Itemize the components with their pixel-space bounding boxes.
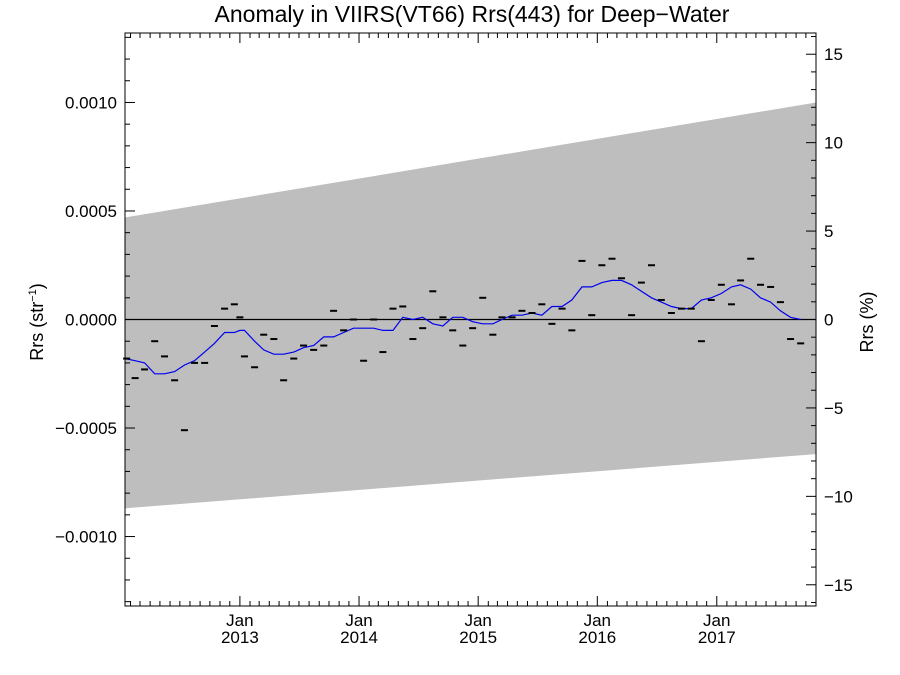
- uncertainty-band-layer: [125, 102, 816, 509]
- x-tick-label-year: 2015: [459, 628, 497, 647]
- x-tick-label-month: Jan: [703, 611, 730, 630]
- axis-tick-labels: 0.0010 0.0005 0.0000 −0.0005 −0.0010 15 10 5 0 −5…: [55, 45, 853, 647]
- x-tick-label-year: 2013: [221, 628, 259, 647]
- y-tick-label: 0.0005: [65, 202, 117, 221]
- plot-area: 0.0010 0.0005 0.0000 −0.0005 −0.0010 15 10 5 0 −5…: [55, 32, 853, 647]
- y-axis-title-left: Rrs (str−1): [27, 283, 47, 361]
- x-tick-label-month: Jan: [584, 611, 611, 630]
- x-tick-label-year: 2016: [578, 628, 616, 647]
- y2-tick-label: 5: [824, 222, 833, 241]
- monthly-anomaly-layer: [123, 257, 805, 432]
- y-axis-title-main: Rrs (str: [27, 302, 47, 361]
- y2-tick-label: 15: [824, 45, 843, 64]
- chart-title: Anomaly in VIIRS(VT66) Rrs(443) for Deep…: [215, 1, 730, 27]
- y-tick-label: −0.0010: [55, 528, 117, 547]
- y2-tick-label: −10: [824, 487, 853, 506]
- y2-tick-label: 10: [824, 134, 843, 153]
- running-mean-layer: [124, 279, 801, 375]
- y-tick-label: 0.0000: [65, 311, 117, 330]
- y-tick-label: −0.0005: [55, 419, 117, 438]
- x-tick-label-month: Jan: [345, 611, 372, 630]
- axis-ticks: [125, 33, 817, 606]
- y-axis-title-right: Rrs (%): [857, 292, 877, 353]
- y2-tick-label: −5: [824, 399, 843, 418]
- running-mean-line: [124, 279, 801, 375]
- y-axis-title-superscript: −1: [27, 289, 39, 302]
- y-axis-title-close: ): [27, 283, 47, 289]
- x-tick-label-month: Jan: [464, 611, 491, 630]
- x-tick-label-year: 2014: [340, 628, 378, 647]
- x-tick-label-month: Jan: [226, 611, 253, 630]
- uncertainty-band: [125, 102, 816, 509]
- y2-tick-label: −15: [824, 576, 853, 595]
- y2-tick-label: 0: [824, 311, 833, 330]
- y-tick-label: 0.0010: [65, 93, 117, 112]
- x-tick-label-year: 2017: [698, 628, 736, 647]
